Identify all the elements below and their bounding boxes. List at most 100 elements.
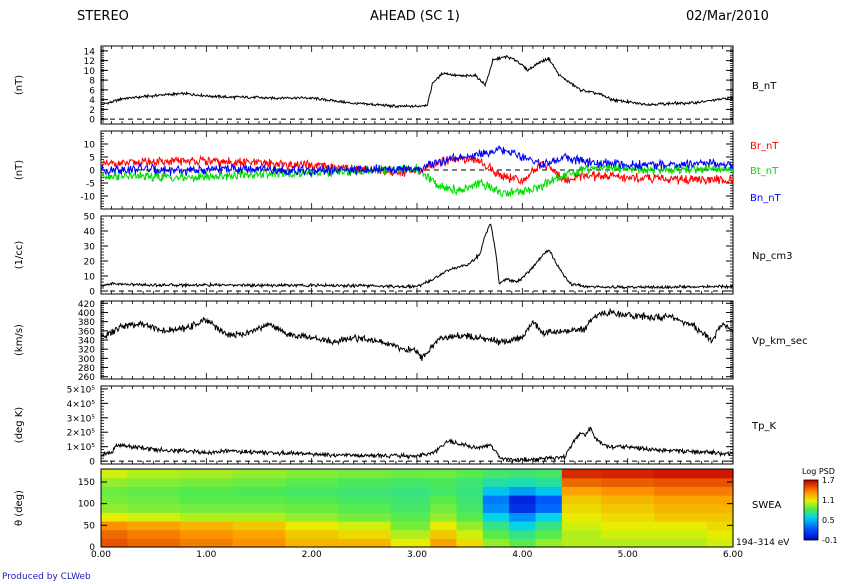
heatmap-cell xyxy=(535,486,563,496)
heatmap-cell xyxy=(509,503,537,513)
heatmap-cell xyxy=(482,469,510,479)
heatmap-cell xyxy=(127,512,181,522)
y-tick-label: 300 xyxy=(78,355,95,365)
series-line-bn-nt xyxy=(101,145,733,177)
y-tick-label: 4×10⁵ xyxy=(67,400,96,410)
colorbar-swatch xyxy=(804,518,818,520)
panel-tp: 0 1×10⁵ 2×10⁵ 3×10⁵ 4×10⁵ 5×10⁵ Tp_K (deg K) xyxy=(14,385,776,467)
heatmap-cell xyxy=(654,512,708,522)
heatmap-cell xyxy=(535,477,563,487)
colorbar-swatch xyxy=(804,520,818,522)
heatmap-cell xyxy=(127,503,181,513)
y-tick-label: 4 xyxy=(89,96,95,106)
y-tick-label: 340 xyxy=(78,337,95,347)
heatmap-cell xyxy=(390,495,431,505)
heatmap-cell xyxy=(232,529,286,539)
colorbar-swatch xyxy=(804,513,818,515)
heatmap-cell xyxy=(482,477,510,487)
header-mission: STEREO xyxy=(77,9,129,24)
panel-np: 0 10 20 30 40 50 Np_cm3 (1/cc) xyxy=(14,213,792,298)
colorbar-swatch xyxy=(804,497,818,499)
heatmap-cell xyxy=(482,512,510,522)
heatmap-cell xyxy=(535,529,563,539)
heatmap-cell xyxy=(101,469,128,479)
colorbar-swatch xyxy=(804,538,818,540)
colorbar-swatch xyxy=(804,503,818,505)
heatmap-cell xyxy=(180,477,234,487)
heatmap-cell xyxy=(338,529,392,539)
colorbar-swatch xyxy=(804,507,818,509)
minor-ticks xyxy=(101,215,733,295)
series-label: Bn_nT xyxy=(750,193,782,204)
heatmap-cell xyxy=(509,495,537,505)
colorbar-frame xyxy=(803,479,819,541)
heatmap-cell xyxy=(456,486,484,496)
heatmap-cell xyxy=(482,486,510,496)
colorbar-swatch xyxy=(804,485,818,487)
heatmap-cell xyxy=(535,469,563,479)
heatmap-cell xyxy=(180,512,234,522)
heatmap-cell xyxy=(561,529,602,539)
heatmap-cell xyxy=(561,469,602,479)
y-tick-label: 10 xyxy=(84,67,96,77)
heatmap-cell xyxy=(535,512,563,522)
heatmap-cell xyxy=(561,503,602,513)
y-tick-label: 3×10⁵ xyxy=(67,414,96,424)
heatmap-cell xyxy=(706,512,734,522)
heatmap-cell xyxy=(101,495,128,505)
heatmap-cell xyxy=(601,495,655,505)
heatmap-cell xyxy=(285,495,339,505)
heatmap-cell xyxy=(101,521,128,531)
x-tick-label: 5.00 xyxy=(618,550,638,560)
heatmap-cell xyxy=(285,503,339,513)
colorbar-swatch xyxy=(804,502,818,504)
colorbar-swatch xyxy=(804,521,818,523)
heatmap-cell xyxy=(654,469,708,479)
y-tick-label: 6 xyxy=(89,86,95,96)
colorbar-swatch xyxy=(804,498,818,500)
heatmap-cell xyxy=(101,529,128,539)
y-tick-label: 50 xyxy=(84,213,96,223)
colorbar-swatch xyxy=(804,499,818,501)
y-tick-label: 0 xyxy=(89,458,95,468)
y-tick-label: 50 xyxy=(84,521,96,531)
heatmap-cell xyxy=(654,521,708,531)
heatmap-cell xyxy=(127,529,181,539)
y-tick-label: 2 xyxy=(89,106,95,116)
series-label: Vp_km_sec xyxy=(752,336,808,347)
y-axis-label: (nT) xyxy=(14,75,25,95)
colorbar-swatch xyxy=(804,537,818,539)
colorbar-swatch xyxy=(804,484,818,486)
energy-range-label: 194–314 eV xyxy=(736,538,790,548)
series-label-swea: SWEA xyxy=(752,500,782,511)
heatmap-cell xyxy=(232,469,286,479)
colorbar-swatch xyxy=(804,535,818,537)
footer-credit: Produced by CLWeb xyxy=(2,572,91,582)
heatmap-cell xyxy=(601,529,655,539)
colorbar-swatch xyxy=(804,531,818,533)
heatmap-cell xyxy=(232,512,286,522)
colorbar-swatch xyxy=(804,495,818,497)
heatmap-cell xyxy=(180,486,234,496)
heatmap-cell xyxy=(601,503,655,513)
y-axis-label: (nT) xyxy=(14,160,25,180)
header-date: 02/Mar/2010 xyxy=(686,9,769,24)
heatmap-cell xyxy=(338,486,392,496)
heatmap-cell xyxy=(430,512,458,522)
heatmap-cell xyxy=(180,538,234,548)
colorbar-swatch xyxy=(804,511,818,513)
y-tick-label: 0 xyxy=(89,167,95,177)
y-tick-label: 8 xyxy=(89,77,95,87)
heatmap-cell xyxy=(456,512,484,522)
colorbar-title: Log PSD xyxy=(802,467,835,476)
heatmap-cell xyxy=(285,469,339,479)
y-tick-label: 12 xyxy=(84,57,95,67)
heatmap-cell xyxy=(390,486,431,496)
colorbar-swatch xyxy=(804,482,818,484)
heatmap-cell xyxy=(706,521,734,531)
heatmap-cell xyxy=(509,477,537,487)
heatmap-cell xyxy=(101,486,128,496)
colorbar-swatch xyxy=(804,512,818,514)
y-tick-label: 0 xyxy=(89,288,95,298)
